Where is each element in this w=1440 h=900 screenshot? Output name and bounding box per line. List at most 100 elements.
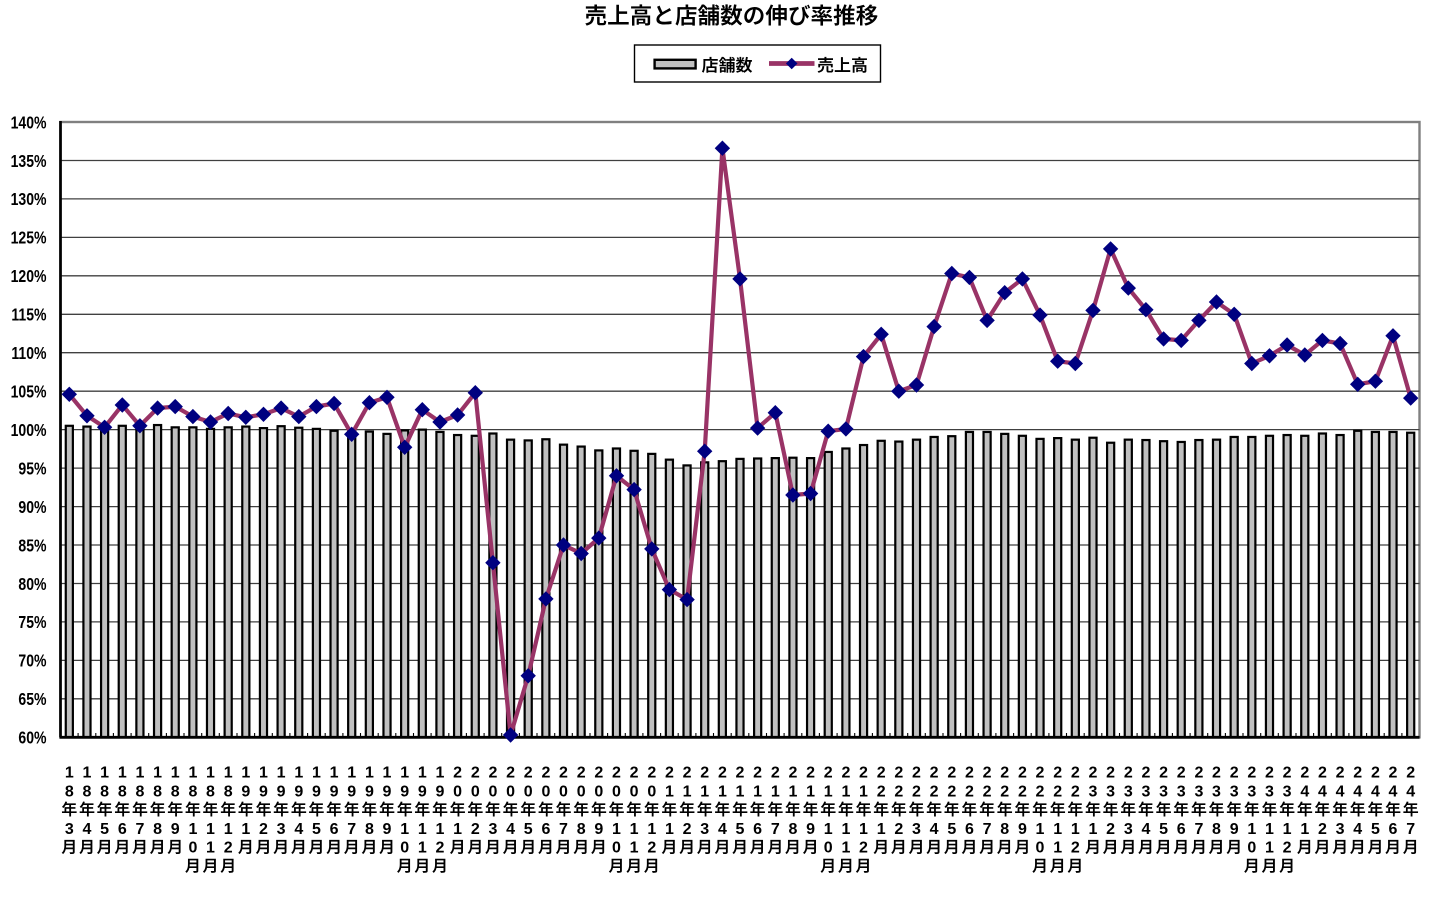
svg-text:4: 4	[1353, 821, 1362, 838]
svg-text:2: 2	[559, 765, 568, 782]
svg-text:2: 2	[859, 765, 868, 782]
svg-text:1: 1	[453, 821, 462, 838]
svg-text:2: 2	[1053, 783, 1062, 800]
svg-text:4: 4	[1406, 783, 1415, 800]
svg-text:1: 1	[612, 821, 621, 838]
svg-text:100%: 100%	[11, 420, 47, 440]
svg-text:2: 2	[594, 765, 603, 782]
svg-text:9: 9	[806, 821, 815, 838]
svg-text:8: 8	[1000, 821, 1009, 838]
svg-text:1: 1	[806, 783, 815, 800]
svg-text:0: 0	[647, 783, 656, 800]
svg-text:6: 6	[1389, 821, 1398, 838]
svg-text:0: 0	[559, 783, 568, 800]
svg-text:2: 2	[1159, 765, 1168, 782]
svg-text:2: 2	[665, 765, 674, 782]
svg-text:2: 2	[1247, 765, 1256, 782]
svg-text:1: 1	[330, 765, 339, 782]
svg-text:1: 1	[859, 783, 868, 800]
svg-text:2: 2	[894, 783, 903, 800]
svg-text:3: 3	[1230, 783, 1239, 800]
svg-text:3: 3	[1194, 783, 1203, 800]
svg-text:1: 1	[436, 821, 445, 838]
svg-text:85%: 85%	[18, 536, 46, 556]
svg-text:3: 3	[1089, 783, 1098, 800]
svg-text:6: 6	[753, 821, 762, 838]
svg-text:90%: 90%	[18, 497, 46, 517]
svg-text:1: 1	[859, 821, 868, 838]
svg-text:2: 2	[841, 765, 850, 782]
svg-text:2: 2	[965, 783, 974, 800]
svg-text:3: 3	[1124, 783, 1133, 800]
svg-text:1: 1	[418, 840, 427, 857]
svg-text:7: 7	[135, 821, 144, 838]
svg-text:4: 4	[930, 821, 939, 838]
svg-text:2: 2	[471, 821, 480, 838]
svg-text:4: 4	[1300, 783, 1309, 800]
svg-text:1: 1	[312, 765, 321, 782]
svg-text:1: 1	[100, 765, 109, 782]
svg-text:60%: 60%	[18, 728, 46, 748]
svg-text:0: 0	[524, 783, 533, 800]
svg-text:65%: 65%	[18, 689, 46, 709]
svg-text:2: 2	[718, 765, 727, 782]
svg-text:1: 1	[436, 765, 445, 782]
svg-text:1: 1	[630, 821, 639, 838]
svg-text:2: 2	[877, 783, 886, 800]
svg-text:4: 4	[1336, 783, 1345, 800]
svg-text:2: 2	[224, 840, 233, 857]
svg-text:9: 9	[294, 783, 303, 800]
svg-text:0: 0	[577, 783, 586, 800]
svg-text:1: 1	[683, 783, 692, 800]
svg-text:2: 2	[1194, 765, 1203, 782]
svg-text:2: 2	[859, 840, 868, 857]
svg-text:8: 8	[153, 821, 162, 838]
svg-text:0: 0	[1036, 840, 1045, 857]
svg-text:2: 2	[965, 765, 974, 782]
svg-text:5: 5	[1371, 821, 1380, 838]
svg-text:1: 1	[1089, 821, 1098, 838]
svg-text:6: 6	[965, 821, 974, 838]
svg-text:7: 7	[983, 821, 992, 838]
svg-text:9: 9	[383, 783, 392, 800]
svg-text:1: 1	[83, 765, 92, 782]
svg-text:8: 8	[135, 783, 144, 800]
svg-text:1: 1	[841, 783, 850, 800]
svg-text:2: 2	[453, 765, 462, 782]
svg-text:7: 7	[771, 821, 780, 838]
svg-text:120%: 120%	[11, 266, 47, 286]
svg-text:3: 3	[488, 821, 497, 838]
svg-text:1: 1	[665, 783, 674, 800]
svg-text:0: 0	[612, 840, 621, 857]
svg-text:9: 9	[330, 783, 339, 800]
svg-text:0: 0	[471, 783, 480, 800]
svg-text:4: 4	[1371, 783, 1380, 800]
svg-text:2: 2	[1071, 840, 1080, 857]
svg-text:3: 3	[1247, 783, 1256, 800]
svg-text:9: 9	[241, 783, 250, 800]
svg-text:2: 2	[630, 765, 639, 782]
svg-text:2: 2	[877, 765, 886, 782]
svg-text:9: 9	[400, 783, 409, 800]
svg-text:3: 3	[1336, 821, 1345, 838]
svg-text:8: 8	[171, 783, 180, 800]
svg-text:1: 1	[718, 783, 727, 800]
svg-text:2: 2	[1106, 821, 1115, 838]
svg-text:2: 2	[736, 765, 745, 782]
svg-text:8: 8	[224, 783, 233, 800]
svg-text:4: 4	[1389, 783, 1398, 800]
svg-text:2: 2	[1036, 765, 1045, 782]
svg-text:135%: 135%	[11, 151, 47, 171]
svg-text:1: 1	[224, 821, 233, 838]
svg-text:2: 2	[771, 765, 780, 782]
svg-text:105%: 105%	[11, 382, 47, 402]
svg-text:6: 6	[118, 821, 127, 838]
svg-text:1: 1	[206, 765, 215, 782]
svg-text:8: 8	[577, 821, 586, 838]
svg-text:2: 2	[1106, 765, 1115, 782]
svg-text:2: 2	[524, 765, 533, 782]
svg-text:1: 1	[277, 765, 286, 782]
svg-text:1: 1	[630, 840, 639, 857]
svg-text:70%: 70%	[18, 651, 46, 671]
svg-text:9: 9	[365, 783, 374, 800]
